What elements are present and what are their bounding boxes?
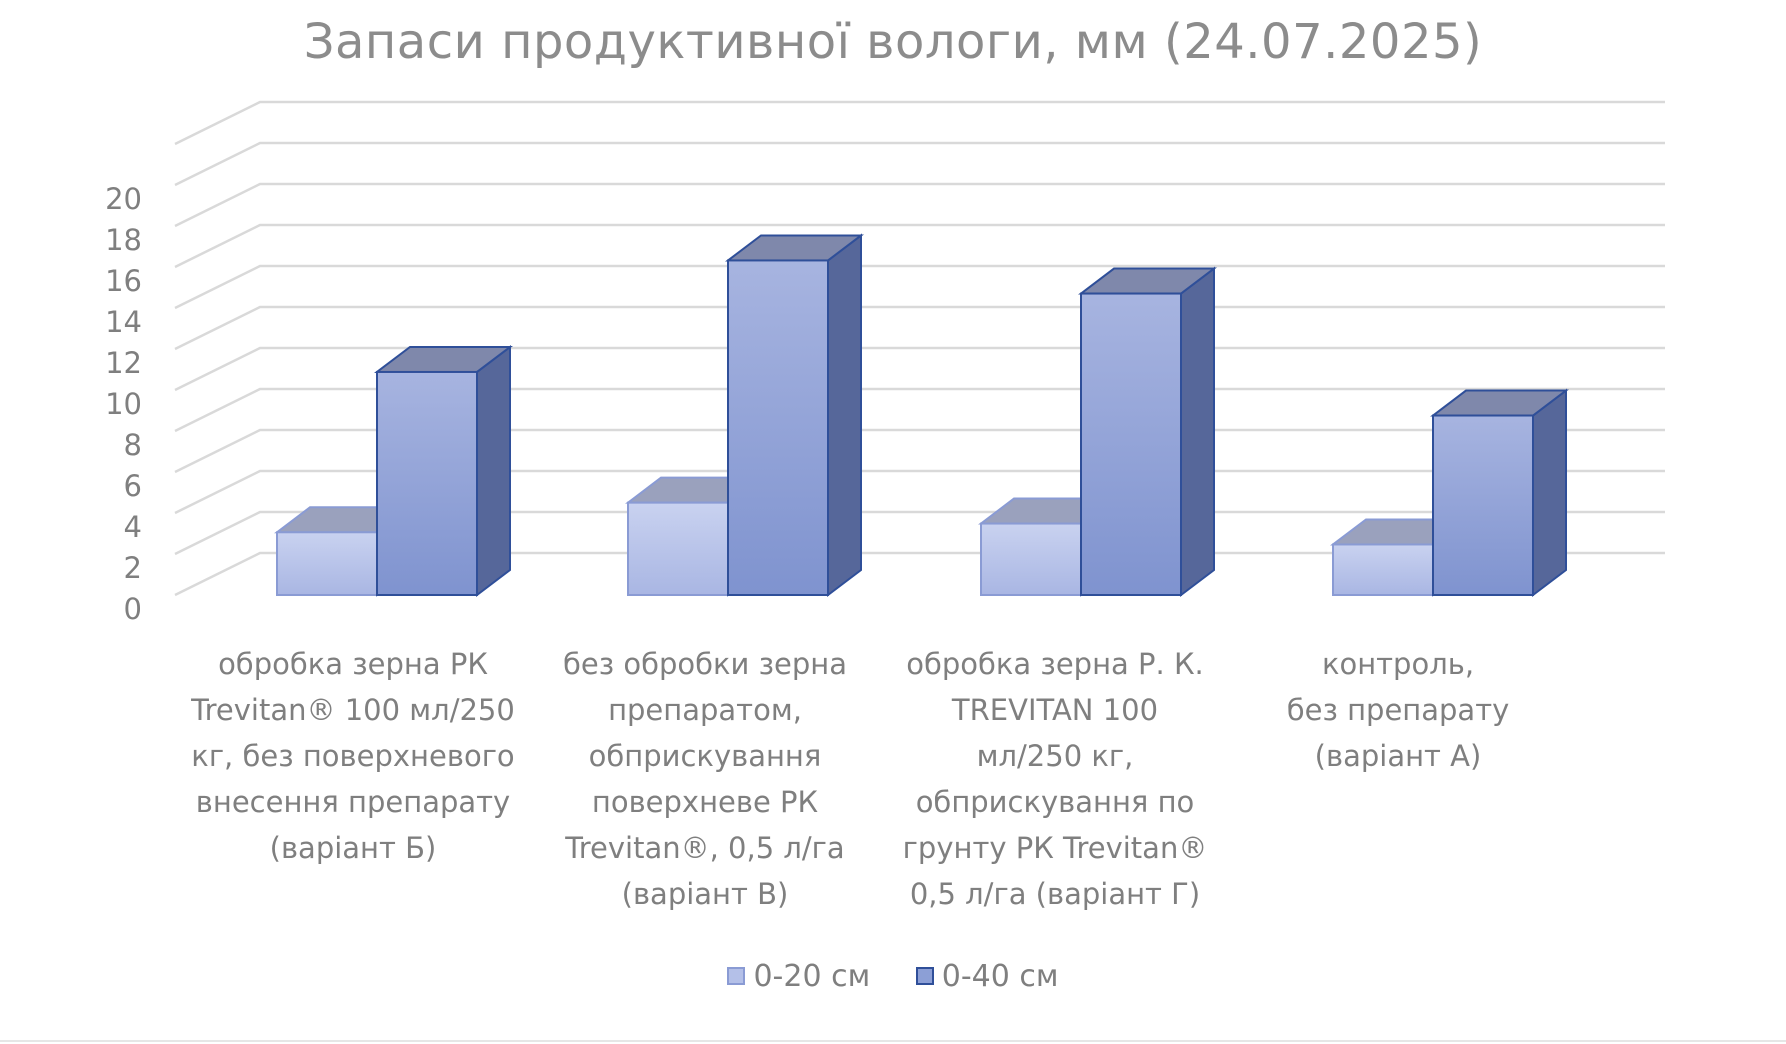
bars bbox=[277, 235, 1566, 595]
legend-label-0-40: 0-40 см bbox=[942, 959, 1059, 994]
y-tick-label: 16 bbox=[105, 264, 142, 298]
y-tick-label: 4 bbox=[124, 510, 142, 544]
y-tick-label: 6 bbox=[124, 469, 142, 503]
bar-front bbox=[1333, 544, 1433, 595]
bar-front bbox=[1081, 294, 1181, 595]
y-tick-label: 20 bbox=[105, 182, 142, 216]
bar-0-40-2 bbox=[728, 235, 861, 595]
bar-front bbox=[628, 503, 728, 595]
gridline bbox=[175, 266, 1665, 308]
bar-front bbox=[277, 532, 377, 595]
bar-front bbox=[728, 260, 828, 595]
x-axis-category-label: контроль, без препарату (варіант А) bbox=[1228, 641, 1568, 779]
gridline bbox=[175, 307, 1665, 349]
legend-swatch-0-40 bbox=[916, 967, 934, 985]
x-axis-category-label: обробка зерна Р. К. TREVITAN 100 мл/250 … bbox=[885, 641, 1225, 917]
y-axis-ticks: 0 2 4 6 8 10 12 14 16 18 20 bbox=[105, 182, 142, 626]
legend-label-0-20: 0-20 см bbox=[753, 959, 870, 994]
gridline bbox=[175, 184, 1665, 226]
y-tick-label: 0 bbox=[124, 592, 142, 626]
legend-item-0-20: 0-20 см bbox=[727, 959, 870, 994]
bar-side bbox=[1181, 269, 1214, 595]
legend-swatch-0-20 bbox=[727, 967, 745, 985]
y-tick-label: 18 bbox=[105, 223, 142, 257]
bar-side bbox=[828, 235, 861, 595]
bar-side bbox=[1533, 391, 1566, 595]
legend: 0-20 см 0-40 см bbox=[0, 958, 1786, 994]
y-tick-label: 14 bbox=[105, 305, 142, 339]
gridline bbox=[175, 143, 1665, 185]
legend-item-0-40: 0-40 см bbox=[916, 959, 1059, 994]
y-tick-label: 12 bbox=[105, 346, 142, 380]
x-axis-category-label: без обробки зерна препаратом, обприскува… bbox=[535, 641, 875, 917]
bottom-rule bbox=[0, 1040, 1786, 1042]
bar-0-40-1 bbox=[377, 347, 510, 595]
bar-0-40-3 bbox=[1081, 269, 1214, 595]
bar-side bbox=[477, 347, 510, 595]
y-tick-label: 2 bbox=[124, 551, 142, 585]
bar-front bbox=[981, 524, 1081, 595]
gridline bbox=[175, 225, 1665, 267]
x-axis-category-label: обробка зерна РК Trevitan® 100 мл/250 кг… bbox=[183, 641, 523, 871]
y-tick-label: 10 bbox=[105, 387, 142, 421]
bar-0-40-4 bbox=[1433, 391, 1566, 595]
bar-front bbox=[1433, 416, 1533, 595]
gridline bbox=[175, 102, 1665, 144]
y-tick-label: 8 bbox=[124, 428, 142, 462]
bar-front bbox=[377, 372, 477, 595]
